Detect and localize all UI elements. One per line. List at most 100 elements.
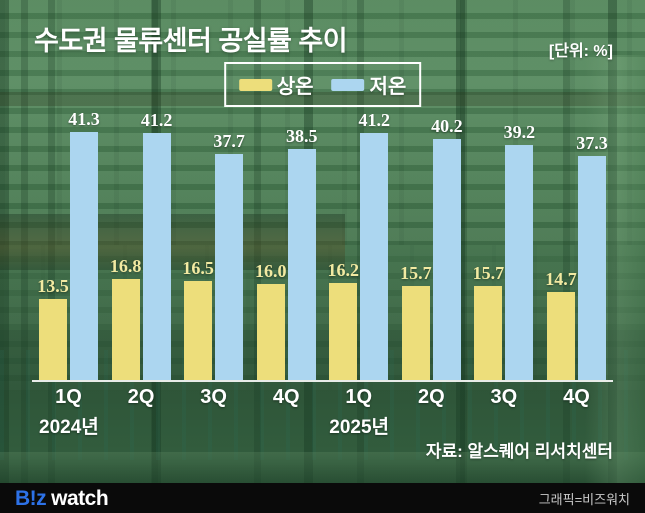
bar-저온-1Q-1	[70, 132, 98, 380]
bar-value-label: 41.2	[358, 109, 391, 130]
bar-wrap: 15.7	[473, 263, 504, 380]
bar-value-label: 40.2	[431, 115, 463, 136]
bar-wrap: 16.0	[255, 261, 286, 380]
bar-value-label: 16.2	[327, 259, 360, 280]
footer-bar: B!z watch 그래픽=비즈워치	[0, 483, 645, 513]
source-credit: 자료: 알스퀘어 리서치센터	[425, 442, 613, 461]
bar-상온-3Q-3	[184, 281, 213, 380]
x-tick-label: 2Q	[417, 386, 445, 408]
x-tick-8: 4Q	[547, 386, 606, 439]
year-label: 2024년	[39, 417, 99, 438]
x-tick-6: 2Q	[402, 386, 461, 439]
bar-상온-2Q-2	[111, 279, 140, 380]
bar-wrap: 16.2	[328, 260, 359, 380]
bar-groups: 13.5 41.3 16.8 41.2 16.5 37.7 16.0 38.5 16.2 41.2…	[32, 109, 613, 380]
unit-label: [단위: %]	[548, 43, 613, 60]
background-fence	[0, 350, 645, 460]
bar-value-label: 16.0	[254, 261, 287, 281]
bar-value-label: 15.7	[400, 262, 432, 283]
x-tick-2: 2Q	[112, 386, 171, 439]
x-tick-label: 2Q	[127, 386, 155, 408]
x-tick-label: 1Q	[55, 386, 82, 408]
bar-상온-1Q-1	[39, 299, 67, 380]
bar-wrap: 38.5	[286, 126, 317, 380]
x-tick-label: 3Q	[490, 386, 518, 408]
bar-wrap: 40.2	[431, 116, 463, 380]
bar-저온-3Q-7	[505, 144, 534, 380]
x-tick-7: 3Q	[474, 386, 533, 439]
x-tick-3: 3Q	[184, 386, 243, 439]
bar-group-8: 14.7 37.3	[545, 133, 608, 380]
x-axis-labels: 1Q 2024년 2Q 3Q 4Q 1Q 2025년 2Q 3Q 4Q	[32, 386, 613, 439]
background-floor	[0, 452, 645, 485]
bar-저온-4Q-8	[577, 156, 606, 380]
graphic-credit: 그래픽=비즈워치	[538, 491, 630, 507]
x-tick-label: 1Q	[345, 386, 373, 408]
bar-저온-3Q-3	[215, 153, 244, 380]
bar-group-1: 13.5 41.3	[37, 109, 100, 380]
bar-상온-1Q-5	[329, 282, 358, 380]
bar-wrap: 16.8	[110, 256, 141, 380]
x-tick-label: 4Q	[272, 386, 300, 408]
bar-wrap: 14.7	[545, 269, 577, 380]
bar-value-label: 14.7	[545, 268, 577, 289]
legend-swatch	[331, 78, 365, 91]
bar-wrap: 37.7	[213, 131, 245, 380]
background-pallet-stack	[0, 214, 345, 270]
bar-wrap: 37.3	[576, 133, 608, 380]
x-tick-label: 3Q	[200, 386, 227, 408]
bar-group-5: 16.2 41.2	[328, 110, 390, 380]
x-tick-5: 1Q 2025년	[329, 386, 389, 439]
background-stacked-boxes-lower	[0, 245, 645, 390]
background-stacked-boxes	[0, 0, 645, 245]
bar-저온-4Q-4	[287, 149, 316, 380]
x-axis-line	[32, 380, 613, 382]
legend-label: 상온	[276, 76, 314, 98]
bar-group-3: 16.5 37.7	[182, 131, 245, 380]
legend-swatch	[238, 78, 272, 91]
legend: 상온 저온	[223, 62, 422, 107]
bar-value-label: 16.8	[109, 256, 142, 277]
bar-value-label: 38.5	[285, 126, 318, 146]
background-rack-beam	[0, 92, 645, 106]
legend-item-1: 저온	[331, 70, 407, 99]
logo-watch-text: watch	[51, 486, 109, 510]
bar-value-label: 41.3	[68, 109, 100, 130]
page-title: 수도권 물류센터 공실률 추이	[34, 26, 348, 56]
bizwatch-logo: B!z watch	[15, 486, 109, 510]
legend-label: 저온	[369, 76, 407, 98]
bar-value-label: 13.5	[37, 276, 69, 296]
bar-wrap: 41.2	[141, 110, 172, 380]
bar-value-label: 15.7	[472, 262, 505, 283]
bar-wrap: 41.3	[68, 109, 100, 380]
bar-wrap: 39.2	[504, 122, 535, 380]
logo-biz-text: B!z	[15, 486, 47, 510]
bar-group-6: 15.7 40.2	[400, 116, 463, 380]
bar-wrap: 41.2	[359, 110, 390, 380]
bar-value-label: 39.2	[503, 121, 536, 142]
year-label: 2025년	[329, 417, 389, 438]
background-lower-band	[0, 330, 645, 485]
legend-item-0: 상온	[238, 70, 314, 99]
bar-wrap: 15.7	[400, 263, 432, 380]
bar-저온-2Q-2	[142, 132, 171, 380]
bar-상온-4Q-8	[546, 291, 575, 380]
bar-group-4: 16.0 38.5	[255, 126, 317, 380]
bar-상온-4Q-4	[256, 284, 285, 380]
x-tick-4: 4Q	[257, 386, 316, 439]
bar-상온-2Q-6	[401, 285, 430, 380]
bar-value-label: 41.2	[140, 109, 173, 130]
bar-상온-3Q-7	[474, 285, 503, 380]
bar-value-label: 37.7	[213, 130, 245, 151]
bar-value-label: 37.3	[576, 133, 608, 154]
bar-wrap: 16.5	[182, 258, 214, 380]
x-tick-label: 4Q	[563, 386, 590, 408]
x-tick-1: 1Q 2024년	[39, 386, 99, 439]
bar-저온-2Q-6	[432, 138, 461, 380]
